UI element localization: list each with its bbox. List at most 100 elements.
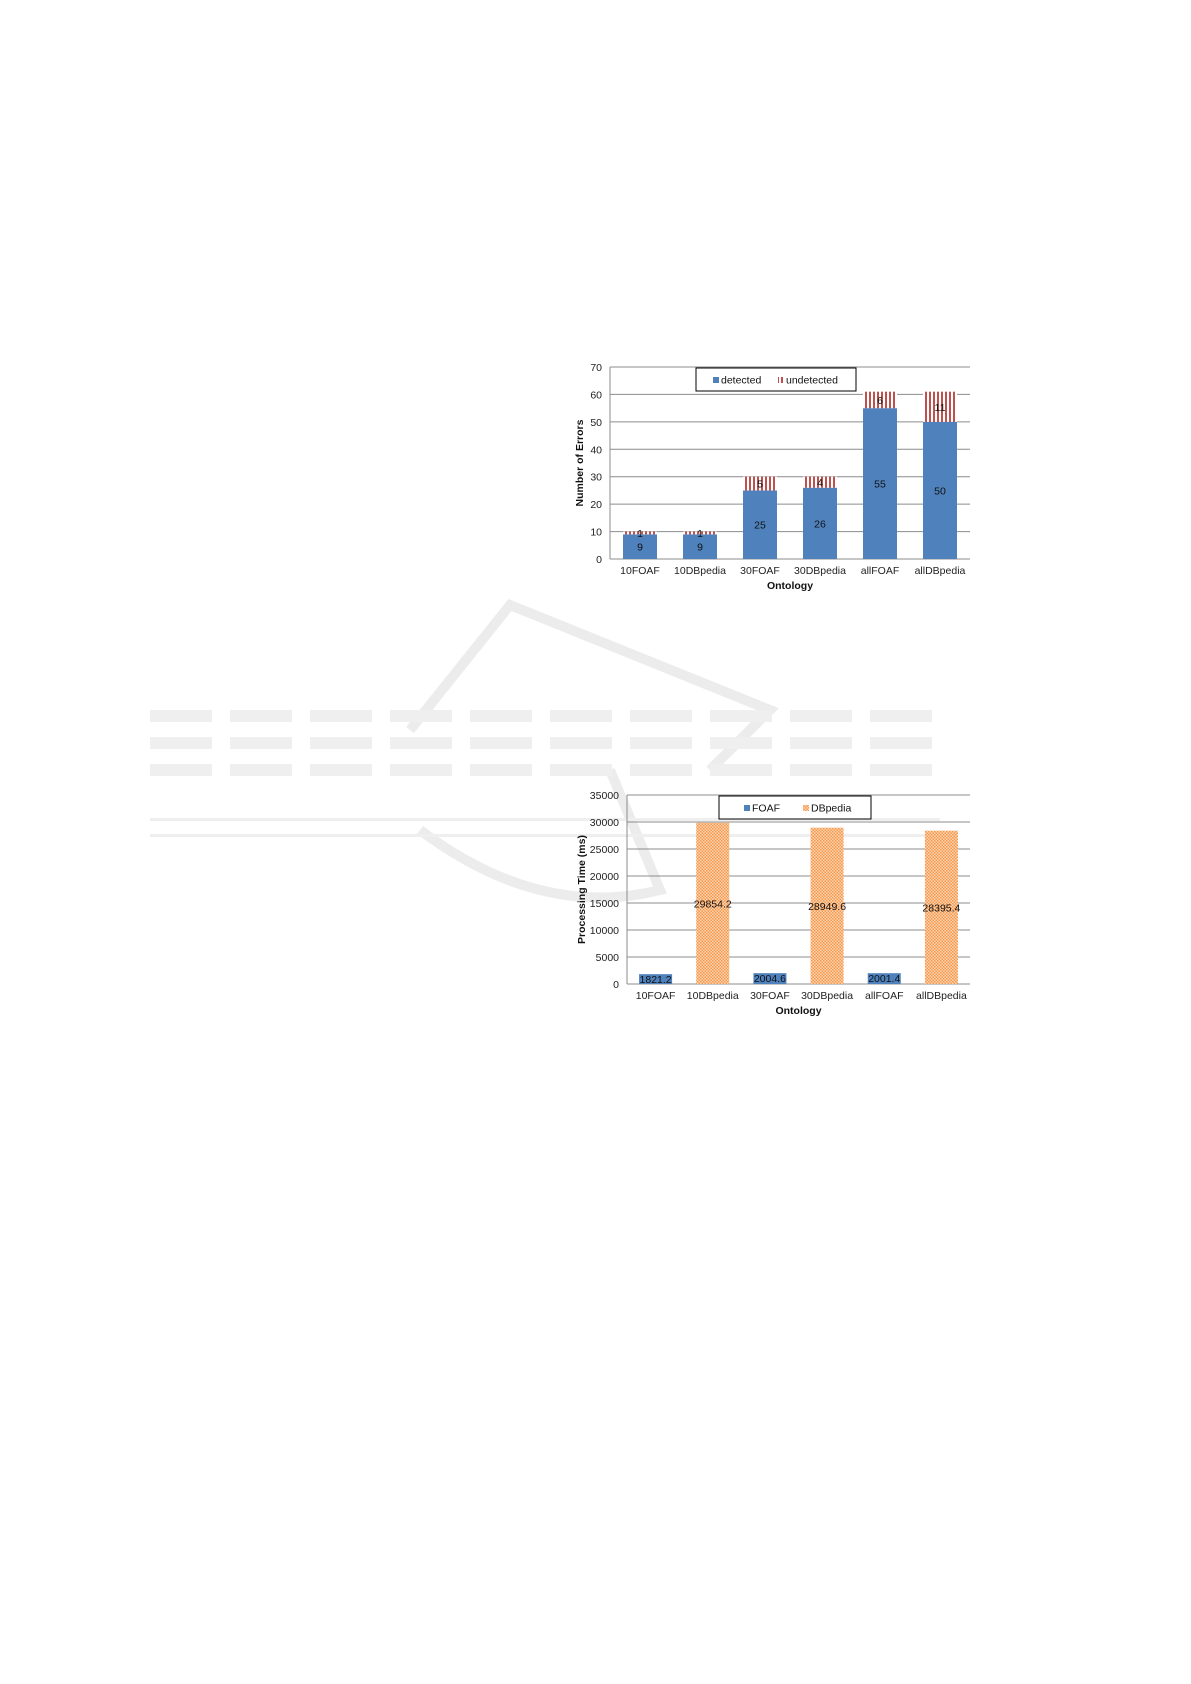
data-label: 9 <box>637 542 643 554</box>
x-tick-label: 30DBpedia <box>801 990 853 1002</box>
legend-label-undetected: undetected <box>786 375 838 387</box>
bar-undetected <box>743 476 777 491</box>
bar-detected <box>623 534 657 559</box>
x-tick-label: 10DBpedia <box>674 565 726 577</box>
watermark-letter-stroke <box>710 764 772 776</box>
y-tick-label: 30000 <box>590 817 619 829</box>
x-tick-label: 30DBpedia <box>794 565 846 577</box>
watermark-letter-stroke <box>470 737 532 749</box>
y-tick-label: 5000 <box>596 952 620 964</box>
bar-detected <box>743 490 777 559</box>
watermark-letter-stroke <box>230 710 292 722</box>
watermark-letter-stroke <box>870 710 932 722</box>
y-tick-label: 0 <box>596 554 602 566</box>
bar-undetected <box>803 476 837 488</box>
watermark-letter-stroke <box>790 737 852 749</box>
y-tick-label: 10000 <box>590 925 619 937</box>
watermark-letter-stroke <box>630 764 692 776</box>
legend-box <box>695 367 857 392</box>
x-tick-label: 10FOAF <box>636 990 676 1002</box>
y-tick-label: 50 <box>590 417 602 429</box>
data-label: 25 <box>754 520 766 532</box>
watermark-letter-stroke <box>790 764 852 776</box>
watermark-letter-stroke <box>550 710 612 722</box>
data-label: 9 <box>697 542 703 554</box>
data-label: 2001.4 <box>868 973 900 985</box>
y-tick-label: 25000 <box>590 844 619 856</box>
watermark-letter-stroke <box>150 737 212 749</box>
bar-dbpedia <box>696 822 730 984</box>
data-label: 28949.6 <box>808 901 846 913</box>
watermark-letter-stroke <box>710 737 772 749</box>
bar-undetected <box>623 531 657 535</box>
watermark-letter-stroke <box>230 737 292 749</box>
watermark-letter-stroke <box>310 737 372 749</box>
watermark-letter-stroke <box>310 764 372 776</box>
watermark-letter-stroke <box>870 737 932 749</box>
legend-swatch-undetected <box>778 377 784 383</box>
legend-label-foaf: FOAF <box>752 803 780 815</box>
bar-detected <box>683 534 717 559</box>
scitepress-watermark <box>150 598 940 903</box>
errors-chart: 0 10 20 30 40 50 60 70 10FOAF 9 1 10DBpedia 9 1 30FOAF… <box>574 362 970 592</box>
watermark-letter-stroke <box>550 737 612 749</box>
watermark-letter-stroke <box>390 764 452 776</box>
bar-dbpedia <box>924 830 958 984</box>
watermark-letter-stroke <box>470 764 532 776</box>
data-label: 28395.4 <box>922 902 960 914</box>
y-tick-label: 30 <box>590 472 602 484</box>
processing-time-chart: 0 5000 10000 15000 20000 25000 30000 35000 10FOA… <box>576 790 970 1017</box>
y-tick-label: 20 <box>590 499 602 511</box>
legend-swatch-dbpedia <box>803 805 809 811</box>
data-label: 6 <box>877 395 883 407</box>
x-axis-title: Ontology <box>767 580 813 592</box>
data-label: 55 <box>874 479 886 491</box>
data-label: 1 <box>637 528 643 540</box>
watermark-letter-stroke <box>870 764 932 776</box>
bar-undetected <box>923 391 957 422</box>
legend-swatch-detected <box>713 377 719 383</box>
x-tick-label: allDBpedia <box>915 565 966 577</box>
y-tick-label: 60 <box>590 389 602 401</box>
data-label: 50 <box>934 485 946 497</box>
data-label: 1 <box>697 528 703 540</box>
bar-detected <box>803 487 837 559</box>
watermark-letter-stroke <box>790 710 852 722</box>
bar-detected <box>923 421 957 559</box>
data-label: 5 <box>757 479 763 491</box>
x-tick-label: allFOAF <box>861 565 900 577</box>
watermark-letter-stroke <box>470 710 532 722</box>
x-tick-label: 30FOAF <box>750 990 790 1002</box>
y-tick-label: 15000 <box>590 898 619 910</box>
watermark-subtext-line <box>150 834 940 837</box>
y-tick-label: 10 <box>590 527 602 539</box>
x-tick-label: allFOAF <box>865 990 904 1002</box>
watermark-letter-stroke <box>630 737 692 749</box>
watermark-letter-stroke <box>550 764 612 776</box>
y-tick-label: 20000 <box>590 871 619 883</box>
bar-foaf <box>639 974 673 984</box>
y-tick-label: 35000 <box>590 790 619 802</box>
x-tick-label: 30FOAF <box>740 565 780 577</box>
watermark-letter-stroke <box>150 764 212 776</box>
data-label: 11 <box>935 402 946 414</box>
y-axis-title: Processing Time (ms) <box>576 835 588 944</box>
y-tick-label: 0 <box>613 979 619 991</box>
x-axis-title: Ontology <box>775 1005 821 1017</box>
y-tick-label: 70 <box>590 362 602 374</box>
x-tick-label: 10DBpedia <box>687 990 739 1002</box>
x-tick-label: 10FOAF <box>620 565 660 577</box>
watermark-subtext-line <box>150 818 940 821</box>
y-tick-label: 40 <box>590 444 602 456</box>
legend-box <box>718 795 872 820</box>
watermark-letter-stroke <box>390 737 452 749</box>
bar-undetected <box>863 391 897 409</box>
data-label: 29854.2 <box>694 898 732 910</box>
bar-undetected <box>683 531 717 535</box>
bar-detected <box>863 408 897 559</box>
bar-foaf <box>753 973 787 984</box>
data-label: 2004.6 <box>754 973 786 985</box>
watermark-letter-stroke <box>710 710 772 722</box>
x-tick-label: allDBpedia <box>916 990 967 1002</box>
data-label: 26 <box>814 518 826 530</box>
